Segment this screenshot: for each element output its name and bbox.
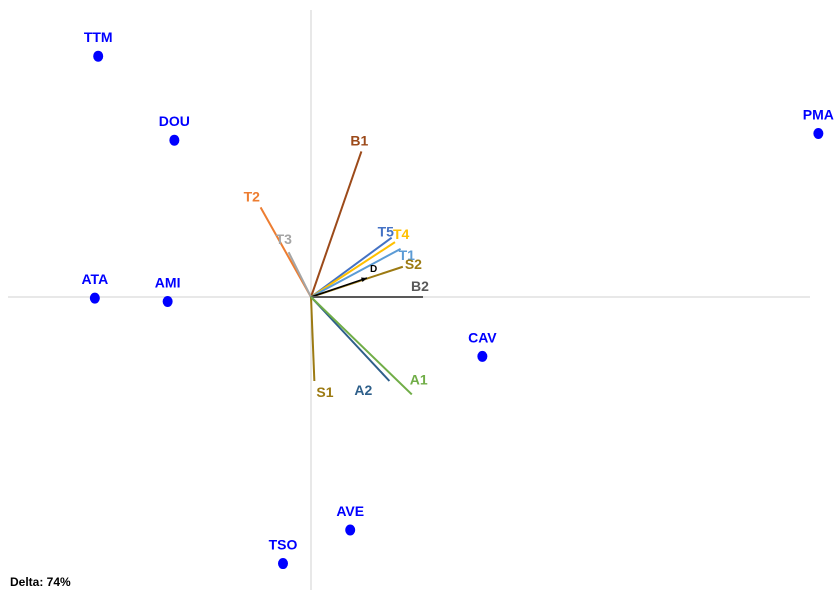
- point-label-ata: ATA: [81, 271, 108, 287]
- vector-label-s2: S2: [405, 256, 422, 272]
- point-pma: [813, 127, 824, 139]
- vector-label-b1: B1: [350, 132, 368, 148]
- point-label-dou: DOU: [159, 113, 190, 129]
- vector-t3: [287, 251, 312, 298]
- point-label-ami: AMI: [155, 274, 181, 290]
- vector-d: [310, 277, 368, 298]
- vector-label-d: D: [370, 264, 377, 275]
- vector-b1: [310, 151, 363, 298]
- vector-label-a1: A1: [410, 371, 428, 387]
- axes: [8, 10, 810, 590]
- point-tso: [278, 558, 288, 570]
- vector-label-b2: B2: [411, 278, 429, 294]
- point-group: TTM DOU PMA ATA AMI CAV AVE TSO: [81, 29, 834, 570]
- vector-t1: [310, 247, 402, 298]
- point-ave: [345, 524, 356, 536]
- point-ttm: [93, 50, 104, 62]
- vector-label-t1: T1: [399, 247, 416, 263]
- point-label-tso: TSO: [269, 537, 298, 553]
- vector-label-a2: A2: [354, 382, 372, 398]
- delta-note: Delta: 74%: [10, 575, 71, 589]
- vector-label-t4: T4: [393, 226, 410, 242]
- point-label-ttm: TTM: [84, 29, 113, 45]
- point-ata: [89, 292, 100, 304]
- point-ami: [162, 295, 173, 307]
- vector-d-arrowhead: [361, 277, 367, 282]
- point-label-ave: AVE: [336, 503, 364, 519]
- vector-a1: [310, 296, 413, 396]
- vector-label-t2: T2: [244, 188, 261, 204]
- vector-t4: [310, 241, 396, 298]
- vector-label-s1: S1: [316, 384, 333, 400]
- vector-label-t5: T5: [378, 224, 395, 240]
- vector-label-t3: T3: [276, 231, 293, 247]
- point-label-cav: CAV: [468, 329, 497, 345]
- vector-s1: [310, 296, 316, 382]
- point-dou: [169, 134, 180, 146]
- point-label-pma: PMA: [803, 106, 834, 122]
- point-cav: [477, 350, 488, 362]
